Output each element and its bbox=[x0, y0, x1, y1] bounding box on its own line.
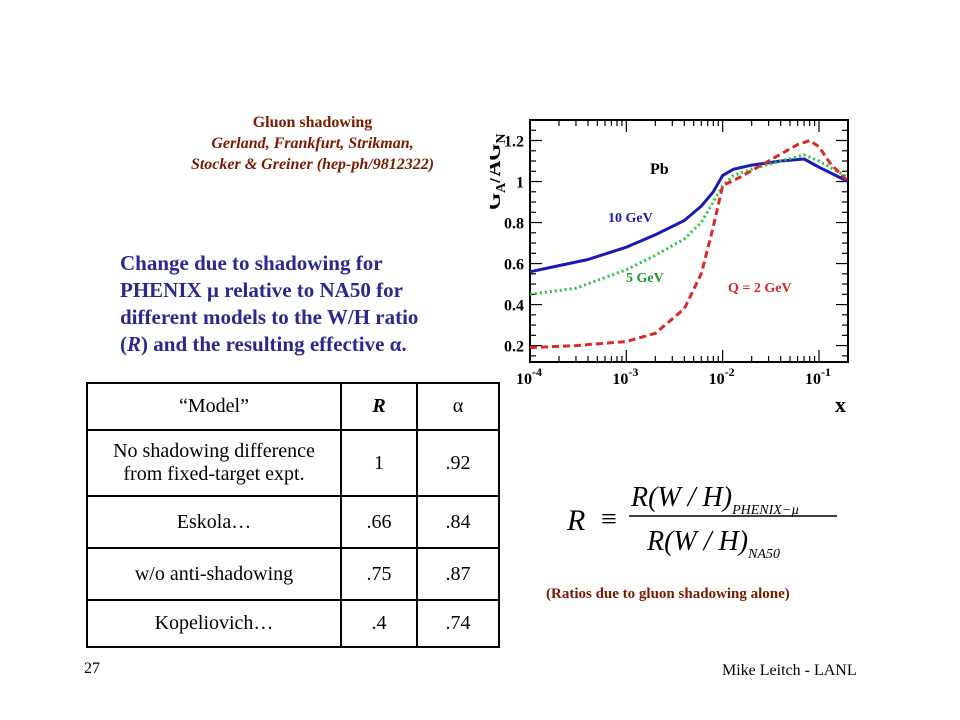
y-axis-label: GA/AGN bbox=[490, 134, 509, 211]
slide-number: 27 bbox=[84, 660, 100, 677]
model-name-line-2: from fixed-target expt. bbox=[123, 463, 305, 485]
y-tick-label: 1 bbox=[516, 175, 524, 192]
header-model: “Model” bbox=[86, 382, 342, 431]
table-row: Eskola… .66 .84 bbox=[86, 495, 500, 549]
series-line-2 bbox=[529, 139, 850, 350]
description-text: Change due to shadowing for PHENIX µ rel… bbox=[120, 250, 485, 358]
description-line-4: (R) and the resulting effective α. bbox=[120, 331, 485, 358]
series-line-0 bbox=[529, 157, 849, 274]
formula-lhs: R bbox=[566, 504, 585, 537]
model-cell: Eskola… bbox=[86, 495, 342, 549]
model-name-line-1: No shadowing difference bbox=[113, 440, 315, 462]
shadowing-chart: 0.2 0.4 0.6 0.8 1 1.2 10-4 10-3 10-2 10-1 GA/AGN… bbox=[490, 119, 850, 417]
formula-caption: (Ratios due to gluon shadowing alone) bbox=[546, 586, 790, 602]
description-line-1: Change due to shadowing for bbox=[120, 251, 383, 275]
y-tick-label: 0.8 bbox=[504, 216, 524, 233]
description-line-2: PHENIX µ relative to NA50 for bbox=[120, 278, 403, 302]
table-row: Kopeliovich… .4 .74 bbox=[86, 599, 500, 648]
r-formula: R ≡ R(W / H)PHENIX−µ R(W / H)NA50 bbox=[566, 482, 837, 562]
alpha-cell: .92 bbox=[416, 429, 500, 497]
paren-open: ( bbox=[120, 332, 127, 356]
r-symbol: R bbox=[127, 332, 142, 356]
plot-frame bbox=[529, 119, 849, 363]
r-cell: 1 bbox=[340, 429, 418, 497]
model-cell: No shadowing difference from fixed-targe… bbox=[86, 429, 342, 497]
x-tick-label: 10-2 bbox=[709, 365, 735, 388]
table-header-row: “Model” R α bbox=[86, 382, 500, 431]
alpha-cell: .87 bbox=[416, 547, 500, 601]
model-table: “Model” R α No shadowing difference from… bbox=[86, 382, 500, 648]
series-label-5gev: 5 GeV bbox=[626, 271, 664, 286]
header-r: R bbox=[340, 382, 418, 431]
y-tick-labels: 0.2 0.4 0.6 0.8 1 1.2 bbox=[504, 134, 524, 356]
citation-title: Gluon shadowing bbox=[252, 114, 373, 131]
x-axis-label: x bbox=[835, 392, 846, 417]
model-cell: w/o anti-shadowing bbox=[86, 547, 342, 601]
series-line-1 bbox=[529, 153, 849, 296]
citation-reference: Stocker & Greiner (hep-ph/9812322) bbox=[190, 156, 435, 173]
table-row: No shadowing difference from fixed-targe… bbox=[86, 429, 500, 497]
r-cell: .4 bbox=[340, 599, 418, 648]
r-cell: .66 bbox=[340, 495, 418, 549]
table-row: w/o anti-shadowing .75 .87 bbox=[86, 547, 500, 601]
series-lines bbox=[529, 139, 850, 350]
formula-numerator: R(W / H)PHENIX−µ bbox=[630, 482, 799, 518]
x-tick-labels: 10-4 10-3 10-2 10-1 bbox=[516, 365, 831, 388]
r-cell: .75 bbox=[340, 547, 418, 601]
y-tick-label: 0.6 bbox=[504, 257, 524, 274]
alpha-cell: .74 bbox=[416, 599, 500, 648]
header-alpha: α bbox=[416, 382, 500, 431]
model-cell: Kopeliovich… bbox=[86, 599, 342, 648]
formula-denominator: R(W / H)NA50 bbox=[646, 526, 780, 562]
citation-authors: Gerland, Frankfurt, Strikman, bbox=[211, 135, 414, 152]
axis-ticks bbox=[529, 120, 849, 362]
y-tick-label: 0.4 bbox=[504, 298, 524, 315]
formula-equiv: ≡ bbox=[601, 504, 617, 535]
x-tick-label: 10-3 bbox=[612, 365, 638, 388]
y-tick-label: 1.2 bbox=[504, 134, 524, 151]
series-label-2gev: Q = 2 GeV bbox=[728, 281, 792, 296]
citation-block: Gluon shadowing Gerland, Frankfurt, Stri… bbox=[140, 112, 485, 175]
description-line-3: different models to the W/H ratio bbox=[120, 305, 419, 329]
panel-label-pb: Pb bbox=[650, 161, 669, 178]
y-tick-label: 0.2 bbox=[504, 339, 524, 356]
series-label-10gev: 10 GeV bbox=[608, 211, 653, 226]
alpha-cell: .84 bbox=[416, 495, 500, 549]
x-tick-label: 10-4 bbox=[516, 365, 542, 388]
description-line-4-text: ) and the resulting effective α. bbox=[141, 332, 407, 356]
x-tick-label: 10-1 bbox=[805, 365, 831, 388]
author-credit: Mike Leitch - LANL bbox=[722, 662, 857, 679]
